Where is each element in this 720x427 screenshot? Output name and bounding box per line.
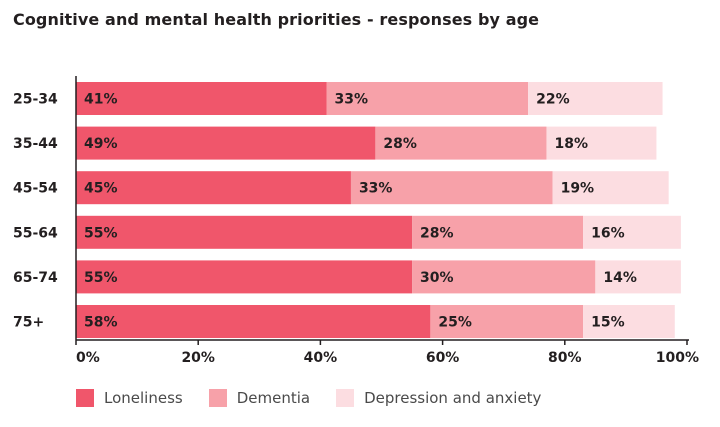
x-tick-label: 80% bbox=[548, 350, 582, 366]
category-label: 55-64 bbox=[13, 225, 58, 241]
data-label-dementia: 28% bbox=[383, 136, 417, 152]
bar-loneliness bbox=[76, 171, 351, 205]
legend-item-dementia: Dementia bbox=[208, 389, 311, 407]
bar-depression bbox=[583, 215, 681, 249]
legend-swatch-dementia bbox=[208, 389, 227, 407]
bar-loneliness bbox=[76, 305, 431, 338]
bar-dementia bbox=[375, 126, 547, 160]
data-label-loneliness: 58% bbox=[84, 315, 118, 331]
data-label-dementia: 28% bbox=[420, 225, 454, 241]
data-label-dementia: 25% bbox=[438, 315, 472, 331]
data-label-depression: 15% bbox=[591, 315, 625, 331]
data-label-depression: 19% bbox=[561, 181, 595, 197]
data-label-depression: 18% bbox=[554, 136, 588, 152]
legend-item-loneliness: Loneliness bbox=[76, 389, 183, 407]
x-tick-label: 100% bbox=[656, 350, 699, 366]
bar-loneliness bbox=[76, 260, 413, 294]
bar-depression bbox=[595, 260, 681, 294]
data-label-loneliness: 55% bbox=[84, 270, 118, 286]
bar-loneliness bbox=[76, 126, 376, 160]
legend-label-loneliness: Loneliness bbox=[104, 389, 183, 407]
data-label-loneliness: 55% bbox=[84, 225, 118, 241]
x-tick-label: 0% bbox=[76, 350, 100, 366]
x-tick-label: 60% bbox=[426, 350, 460, 366]
data-label-depression: 22% bbox=[536, 92, 570, 108]
x-tick-label: 40% bbox=[304, 350, 338, 366]
bar-dementia bbox=[350, 171, 553, 205]
legend: Loneliness Dementia Depression and anxie… bbox=[76, 389, 567, 407]
category-label: 75+ bbox=[13, 315, 44, 331]
data-label-loneliness: 49% bbox=[84, 136, 118, 152]
data-label-loneliness: 41% bbox=[84, 92, 118, 108]
data-label-dementia: 30% bbox=[420, 270, 454, 286]
category-label: 65-74 bbox=[13, 270, 58, 286]
category-label: 35-44 bbox=[13, 136, 58, 152]
legend-swatch-depression bbox=[336, 389, 355, 407]
chart-title: Cognitive and mental health priorities -… bbox=[13, 10, 540, 29]
bar-dementia bbox=[412, 215, 584, 249]
bar-dementia bbox=[326, 82, 529, 115]
legend-item-depression: Depression and anxiety bbox=[336, 389, 541, 407]
category-label: 45-54 bbox=[13, 181, 58, 197]
legend-label-depression: Depression and anxiety bbox=[364, 389, 542, 407]
bar-depression bbox=[528, 82, 663, 115]
x-tick-label: 20% bbox=[181, 350, 215, 366]
legend-label-dementia: Dementia bbox=[236, 389, 311, 407]
data-label-dementia: 33% bbox=[359, 181, 393, 197]
category-label: 25-34 bbox=[13, 92, 58, 108]
bar-loneliness bbox=[76, 215, 413, 249]
bar-dementia bbox=[430, 305, 584, 338]
bar-loneliness bbox=[76, 82, 327, 115]
legend-swatch-loneliness bbox=[76, 389, 94, 407]
data-label-loneliness: 45% bbox=[84, 181, 118, 197]
data-label-depression: 14% bbox=[603, 270, 637, 286]
data-label-depression: 16% bbox=[591, 225, 625, 241]
bar-dementia bbox=[412, 260, 596, 294]
bar-depression bbox=[546, 126, 657, 160]
bar-depression bbox=[552, 171, 669, 205]
bar-depression bbox=[583, 305, 675, 338]
data-label-dementia: 33% bbox=[335, 92, 369, 108]
